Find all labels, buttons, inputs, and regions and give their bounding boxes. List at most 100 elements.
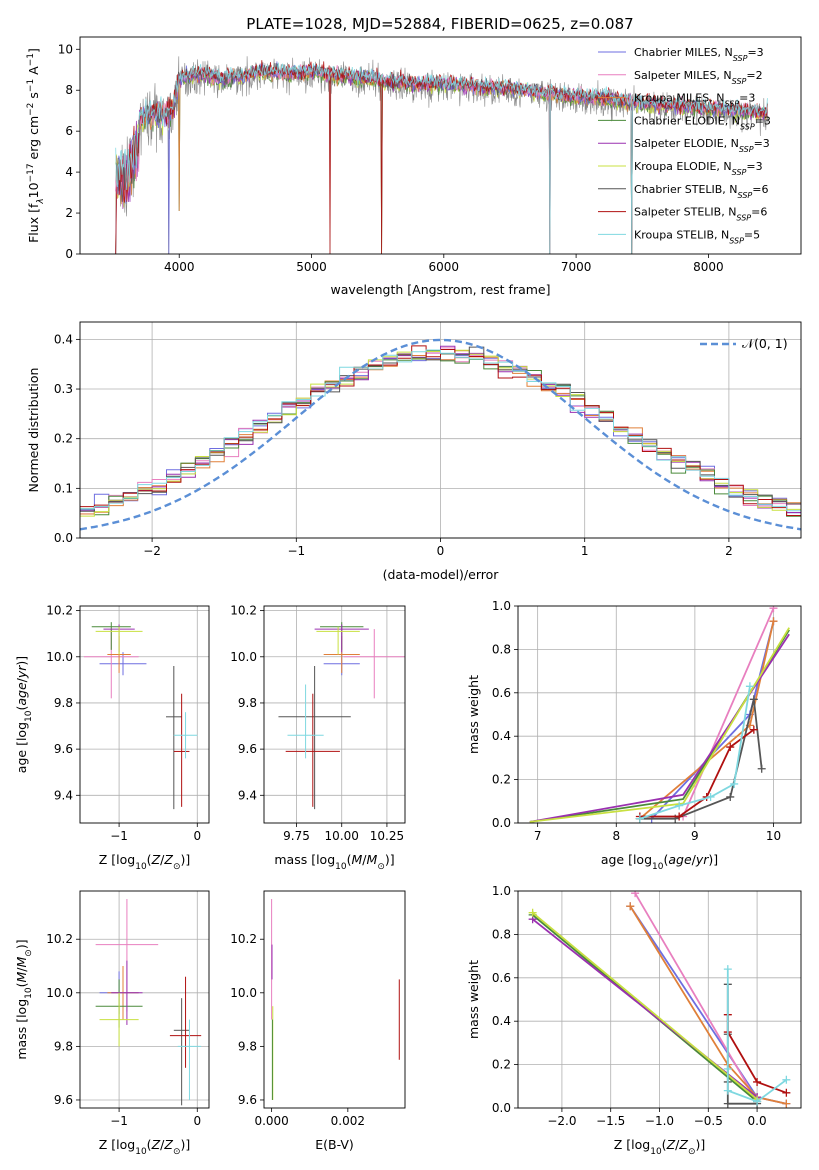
weight-marker-salpeter_stelib: [749, 725, 758, 734]
x-tick-label: 5000: [296, 260, 327, 274]
y-tick-label: 9.8: [238, 696, 257, 710]
x-tick-label: −1: [110, 1114, 128, 1128]
legend-label: Chabrier STELIB, NSSP=6: [634, 183, 768, 200]
y-tick-label: 9.8: [54, 696, 73, 710]
x-tick-label: −1.0: [645, 1114, 674, 1128]
weight-marker-kroupa_stelib: [723, 965, 732, 974]
y-tick-label: 0.4: [492, 1014, 511, 1028]
y-tick-label: 6: [65, 124, 73, 138]
weight-marker-salpeter_stelib: [753, 1077, 762, 1086]
spectrum-line-salpeter_stelib: [115, 60, 768, 254]
y-tick-label: 9.6: [238, 742, 257, 756]
y-tick-label: 0.6: [492, 971, 511, 985]
weight-line-kroupa_miles: [629, 905, 787, 1105]
weight-marker-chabrier_stelib: [723, 1099, 732, 1108]
mass_vs_Z-xlabel: Z [log10(Z/Z⊙)]: [99, 1137, 191, 1157]
y-tick-label: 10.2: [230, 932, 257, 946]
spectrum-xlabel: wavelength [Angstrom, rest frame]: [330, 282, 550, 297]
y-tick-label: 0.0: [54, 531, 73, 545]
legend-label: Kroupa ELODIE, NSSP=3: [634, 160, 763, 177]
weight_vs_Z-xlabel: Z [log10(Z/Z⊙)]: [614, 1137, 706, 1157]
x-tick-label: 8: [612, 829, 620, 843]
y-tick-label: 9.4: [238, 788, 257, 802]
normal-legend-label: 𝒩(0, 1): [742, 336, 788, 351]
weight_vs_Z-ylabel: mass weight: [466, 960, 481, 1039]
weight-line-salpeter_miles: [634, 892, 758, 1102]
y-tick-label: 10.0: [46, 986, 73, 1000]
age_vs_mass-plot-area: [278, 622, 405, 810]
y-tick-label: 10.2: [46, 604, 73, 618]
spectrum-line-kroupa_stelib: [115, 62, 768, 254]
legend-label: Chabrier MILES, NSSP=3: [634, 46, 764, 63]
x-tick-label: −0.5: [694, 1114, 723, 1128]
weight-marker-kroupa_stelib: [730, 779, 739, 788]
weight_vs_age-xlabel: age [log10(age/yr)]: [601, 852, 718, 872]
spectrum-plot-area: [115, 56, 769, 254]
y-tick-label: 9.4: [54, 788, 73, 802]
mass_vs_ebv-xlabel: E(B-V): [315, 1137, 354, 1152]
legend-label: Salpeter ELODIE, NSSP=3: [634, 137, 770, 154]
x-tick-label: −1: [110, 829, 128, 843]
weight-marker-salpeter_stelib: [782, 1088, 791, 1097]
spectrum-ylabel: Flux [fλ10−17 erg cm−2 s−1 A−1]: [26, 48, 46, 243]
age_vs_Z-panel: −1 0 9.4 9.6 9.8 10.0 10.2 Z [log10(Z/Z⊙)] age […: [14, 604, 210, 872]
y-tick-label: 0.4: [492, 729, 511, 743]
y-tick-label: 0.0: [492, 816, 511, 830]
normal-curve: [80, 338, 801, 531]
weight-marker-kroupa_stelib: [723, 1086, 732, 1095]
age_vs_mass-panel: 9.75 10.00 10.25 9.4 9.6 9.8 10.0 10.2 mass [log…: [230, 604, 406, 872]
x-tick-label: −2: [143, 544, 161, 558]
x-tick-label: −1: [287, 544, 305, 558]
x-tick-label: 7000: [561, 260, 592, 274]
x-tick-label: 4000: [164, 260, 195, 274]
legend-label: Kroupa STELIB, NSSP=5: [634, 228, 760, 245]
age_vs_Z-plot-area: [83, 622, 198, 810]
y-tick-label: 0: [65, 247, 73, 261]
y-tick-label: 0.1: [54, 481, 73, 495]
legend-label: Kroupa MILES, NSSP=3: [634, 92, 755, 109]
axes-frame: [263, 890, 406, 1109]
axes-frame: [79, 321, 802, 539]
y-tick-label: 10.2: [230, 604, 257, 618]
legend-label: Chabrier ELODIE, NSSP=3: [634, 114, 771, 130]
y-tick-label: 9.8: [54, 1039, 73, 1053]
mass_vs_Z-ylabel: mass [log10(M/M⊙)]: [14, 939, 34, 1059]
mass_vs_Z-plot-area: [95, 899, 202, 1106]
x-tick-label: 6000: [429, 260, 460, 274]
y-tick-label: 9.6: [238, 1093, 257, 1107]
axes-frame: [263, 605, 406, 824]
x-tick-label: 0: [193, 1114, 201, 1128]
y-tick-label: 10: [58, 42, 73, 56]
x-tick-label: −1.5: [596, 1114, 625, 1128]
weight-marker-chabrier_stelib: [757, 764, 766, 773]
axes-frame: [517, 890, 802, 1109]
weight-line-kroupa_elodie: [532, 912, 758, 1100]
x-tick-label: 0.0: [748, 1114, 767, 1128]
y-tick-label: 1.0: [492, 884, 511, 898]
mass_vs_ebv-plot-area: [271, 899, 400, 1100]
x-tick-label: 0.002: [331, 1114, 365, 1128]
x-tick-label: 10.00: [325, 829, 359, 843]
weight-marker-kroupa_miles: [626, 902, 635, 911]
weight-marker-kroupa_miles: [782, 1099, 791, 1108]
weight-marker-chabrier_stelib: [749, 695, 758, 704]
y-tick-label: 4: [65, 165, 73, 179]
weight-marker-salpeter_miles: [631, 891, 640, 898]
y-tick-label: 0.8: [492, 927, 511, 941]
axes-frame: [79, 605, 210, 824]
weight-line-salpeter_miles: [682, 607, 775, 817]
weight-marker-kroupa_stelib: [723, 1064, 732, 1073]
residuals-plot-area: [80, 338, 801, 531]
x-tick-label: 10: [766, 829, 781, 843]
y-tick-label: 10.0: [230, 986, 257, 1000]
x-tick-label: 1: [581, 544, 589, 558]
x-tick-label: 9.75: [283, 829, 310, 843]
weight-marker-salpeter_miles: [769, 606, 778, 613]
y-tick-label: 10.0: [230, 650, 257, 664]
weight-marker-kroupa_stelib: [675, 801, 684, 810]
figure-title: PLATE=1028, MJD=52884, FIBERID=0625, z=0…: [246, 15, 633, 33]
y-tick-label: 9.6: [54, 1093, 73, 1107]
x-tick-label: 0: [193, 829, 201, 843]
